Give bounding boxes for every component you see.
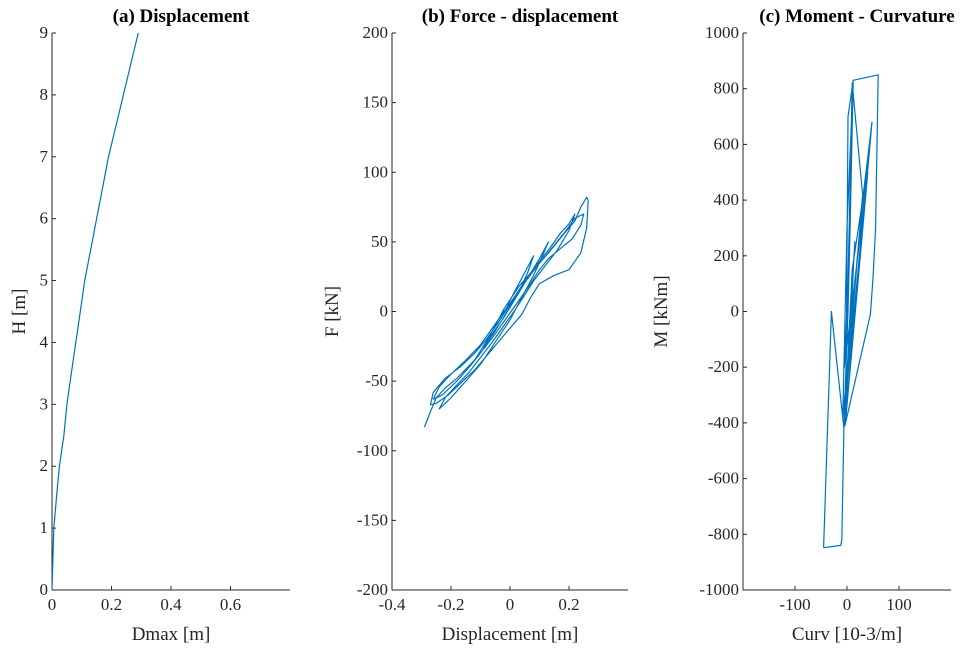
y-tick-label: 2 bbox=[40, 456, 49, 475]
x-tick-label: -0.2 bbox=[438, 595, 465, 614]
x-tick-label: -100 bbox=[779, 595, 810, 614]
x-tick-label: 0.6 bbox=[220, 595, 241, 614]
y-tick-label: 800 bbox=[714, 79, 740, 98]
y-tick-label: -600 bbox=[708, 469, 739, 488]
x-axis-label: Dmax [m] bbox=[132, 624, 211, 645]
y-tick-label: -150 bbox=[357, 510, 388, 529]
chart-title: (a) Displacement bbox=[113, 6, 250, 27]
y-tick-label: 400 bbox=[714, 190, 740, 209]
x-tick-label: 0 bbox=[843, 595, 852, 614]
y-tick-label: 7 bbox=[40, 147, 49, 166]
y-tick-label: 200 bbox=[363, 23, 389, 42]
chart-title: (b) Force - displacement bbox=[422, 6, 619, 27]
y-tick-label: 4 bbox=[40, 332, 49, 351]
y-tick-label: 0 bbox=[731, 302, 740, 321]
panel-force-displacement: -200 -150 -100 -50 0 50 100 150 200 -0.4 -0.2 0 0.2 (… bbox=[322, 6, 628, 645]
y-axis-label: F [kN] bbox=[322, 286, 343, 337]
y-tick-label: -100 bbox=[357, 441, 388, 460]
y-axis-label: M [kNm] bbox=[651, 275, 672, 347]
series-line-force-displacement bbox=[423, 196, 589, 428]
y-tick-label: 0 bbox=[380, 302, 389, 321]
x-axis-label: Displacement [m] bbox=[442, 624, 579, 645]
x-tick-label: 0.4 bbox=[160, 595, 182, 614]
y-tick-label: 6 bbox=[40, 209, 49, 228]
x-tick-label: 100 bbox=[886, 595, 912, 614]
x-axis-label: Curv [10-3/m] bbox=[792, 624, 902, 645]
y-tick-label: -200 bbox=[708, 357, 739, 376]
y-tick-label: -800 bbox=[708, 524, 739, 543]
y-tick-label: 50 bbox=[371, 232, 388, 251]
y-tick-label: -50 bbox=[365, 371, 388, 390]
series-line-moment-curvature bbox=[823, 74, 879, 549]
y-tick-label: 150 bbox=[363, 93, 389, 112]
y-tick-label: 3 bbox=[40, 394, 49, 413]
series-line-displacement bbox=[51, 32, 139, 591]
x-tick-label: 0.2 bbox=[558, 595, 579, 614]
panel-moment-curvature: -1000-800-600-400-20002004006008001000-1… bbox=[651, 6, 955, 645]
y-tick-label: 200 bbox=[714, 246, 740, 265]
y-tick-label: 1000 bbox=[705, 23, 739, 42]
y-axis-label: H [m] bbox=[9, 289, 30, 335]
y-tick-label: -200 bbox=[357, 580, 388, 599]
y-tick-label: -1000 bbox=[699, 580, 739, 599]
y-tick-label: -400 bbox=[708, 413, 739, 432]
y-tick-label: 0 bbox=[40, 580, 49, 599]
y-tick-label: 100 bbox=[363, 162, 389, 181]
x-tick-label: 0.2 bbox=[101, 595, 122, 614]
y-tick-label: 1 bbox=[40, 518, 49, 537]
chart-title: (c) Moment - Curvature bbox=[759, 6, 954, 27]
x-tick-label: -0.4 bbox=[379, 595, 406, 614]
x-tick-label: 0 bbox=[48, 595, 57, 614]
y-tick-label: 9 bbox=[40, 23, 49, 42]
x-tick-label: 0 bbox=[506, 595, 515, 614]
y-tick-label: 8 bbox=[40, 85, 49, 104]
y-tick-label: 600 bbox=[714, 134, 740, 153]
panel-displacement: 0 1 2 3 4 5 6 7 8 9 0 0.2 0.4 0.6 (a) Displacement Dmax… bbox=[9, 6, 290, 645]
y-tick-label: 5 bbox=[40, 271, 49, 290]
